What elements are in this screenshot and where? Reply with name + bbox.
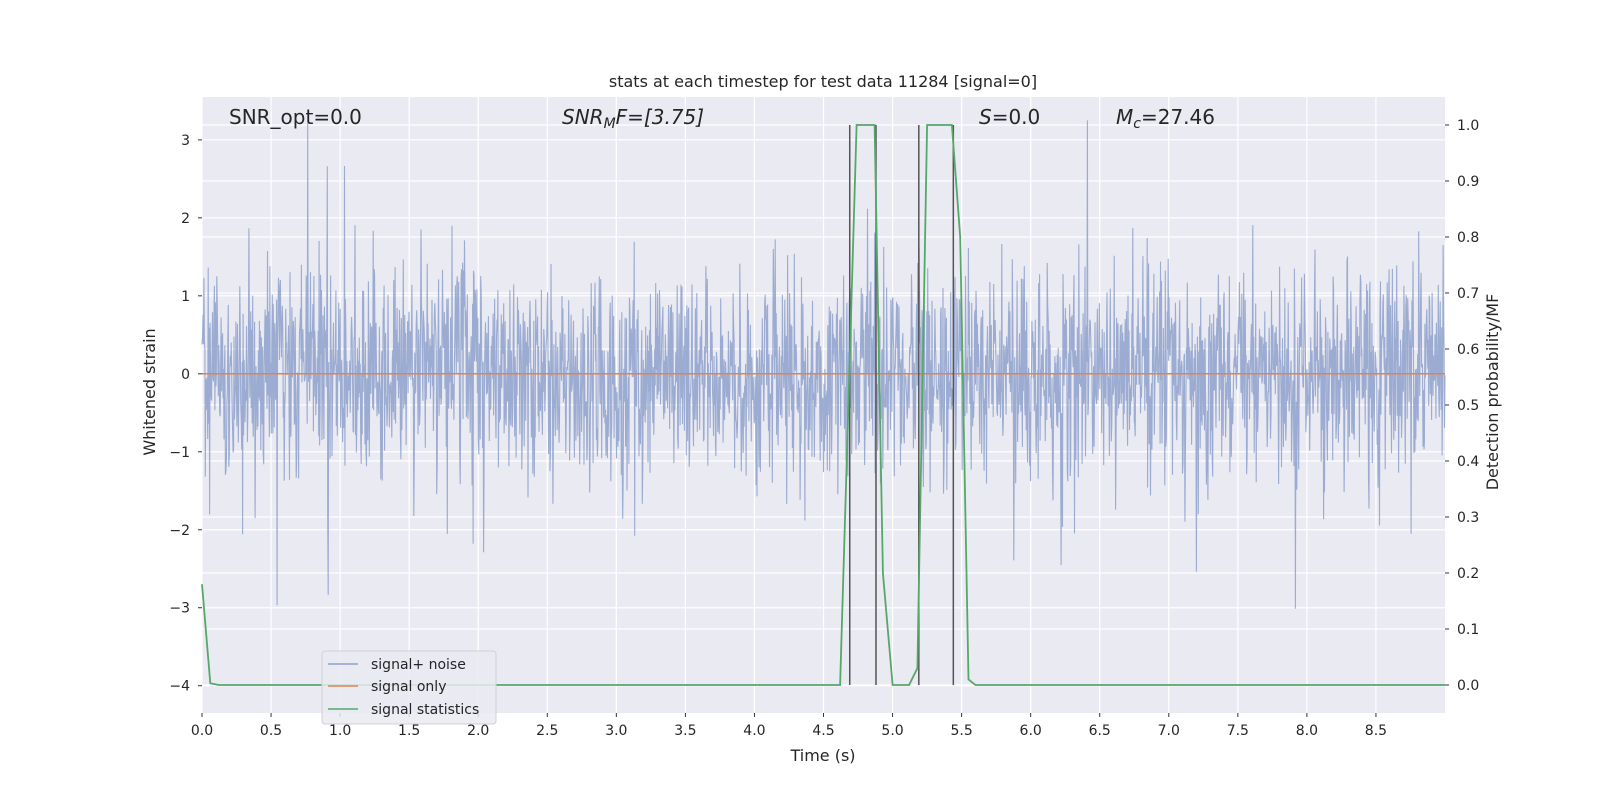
- series-lines: [201, 124, 1445, 686]
- x-tick-label: 6.0: [1020, 723, 1042, 739]
- x-tick-label: 8.0: [1296, 723, 1318, 739]
- y2-tick-label: 0.9: [1457, 174, 1479, 190]
- annotation-mc-var: M: [1116, 105, 1133, 129]
- annotation-s-value: =0.0: [992, 105, 1041, 129]
- x-tick-label: 8.5: [1365, 723, 1387, 739]
- legend-label-stats: signal statistics: [371, 702, 479, 718]
- x-tick-label: 5.0: [881, 723, 903, 739]
- y-tick-label: −3: [169, 601, 190, 617]
- annotation-mc-sub: c: [1133, 116, 1141, 132]
- legend-box: [321, 650, 497, 725]
- y-tick-label: 2: [181, 211, 190, 227]
- y-tick-label: −1: [169, 445, 190, 461]
- legend-label-signal: signal only: [371, 679, 446, 695]
- x-axis-label: Time (s): [789, 746, 855, 765]
- x-tick-label: 1.5: [398, 723, 420, 739]
- x-tick-label: 7.0: [1158, 723, 1180, 739]
- annotation-s-var: S: [979, 105, 992, 129]
- signal-noise-series: [201, 120, 1446, 609]
- y2-tick-label: 0.1: [1457, 622, 1479, 638]
- annotation-mc-value: =27.46: [1141, 105, 1215, 129]
- y2-tick-label: 0.0: [1457, 678, 1479, 694]
- x-axis-ticks: 0.0 0.5 1.0 1.5 2.0 2.5 3.0 3.5 4.0 4.5 5.0 5.5 6.0 6…: [191, 713, 1387, 739]
- x-tick-label: 4.0: [743, 723, 765, 739]
- x-tick-label: 1.0: [329, 723, 351, 739]
- annotation-mc: Mc=27.46: [1116, 105, 1215, 132]
- y2-axis-ticks: 0.0 0.1 0.2 0.3 0.4 0.5 0.6 0.7 0.8 0.9 1.0: [1445, 118, 1479, 694]
- y-tick-label: 0: [181, 367, 190, 383]
- x-tick-label: 2.0: [467, 723, 489, 739]
- series-path-signal-noise: [201, 120, 1446, 609]
- annotation-snr-mf-rest: F=[3.75]: [616, 105, 704, 129]
- y2-tick-label: 0.4: [1457, 454, 1479, 470]
- annotation-snr-mf: SNRMF=[3.75]: [562, 105, 704, 132]
- annotation-s: S=0.0: [979, 105, 1040, 129]
- annotation-snr-mf-base: SNR: [562, 105, 604, 129]
- legend-label-noise: signal+ noise: [371, 657, 466, 673]
- x-tick-label: 0.0: [191, 723, 213, 739]
- legend: signal+ noise signal only signal statist…: [321, 650, 497, 725]
- x-tick-label: 2.5: [536, 723, 558, 739]
- y2-tick-label: 0.2: [1457, 566, 1479, 582]
- chart-title: stats at each timestep for test data 112…: [609, 72, 1037, 91]
- y2-tick-label: 0.3: [1457, 510, 1479, 526]
- x-tick-label: 5.5: [950, 723, 972, 739]
- y2-tick-label: 1.0: [1457, 118, 1479, 134]
- y2-tick-label: 0.8: [1457, 230, 1479, 246]
- x-tick-label: 4.5: [812, 723, 834, 739]
- x-tick-label: 3.5: [674, 723, 696, 739]
- y-tick-label: −4: [169, 679, 190, 695]
- x-tick-label: 7.5: [1227, 723, 1249, 739]
- y2-tick-label: 0.7: [1457, 286, 1479, 302]
- x-tick-label: 3.0: [605, 723, 627, 739]
- annotation-snr-mf-sub: M: [604, 116, 616, 132]
- series-path-signal-statistics: [201, 124, 1445, 686]
- y2-axis-label: Detection probability/MF: [1483, 294, 1502, 491]
- y2-tick-label: 0.6: [1457, 342, 1479, 358]
- x-tick-label: 0.5: [260, 723, 282, 739]
- y-tick-label: −2: [169, 523, 190, 539]
- y-axis-label: Whitened strain: [140, 328, 159, 455]
- y-tick-label: 3: [181, 133, 190, 149]
- y2-tick-label: 0.5: [1457, 398, 1479, 414]
- y-axis-ticks: −4 −3 −2 −1 0 1 2 3: [169, 133, 202, 695]
- x-tick-label: 6.5: [1089, 723, 1111, 739]
- y-tick-label: 1: [181, 289, 190, 305]
- annotation-snr-opt: SNR_opt=0.0: [229, 105, 362, 129]
